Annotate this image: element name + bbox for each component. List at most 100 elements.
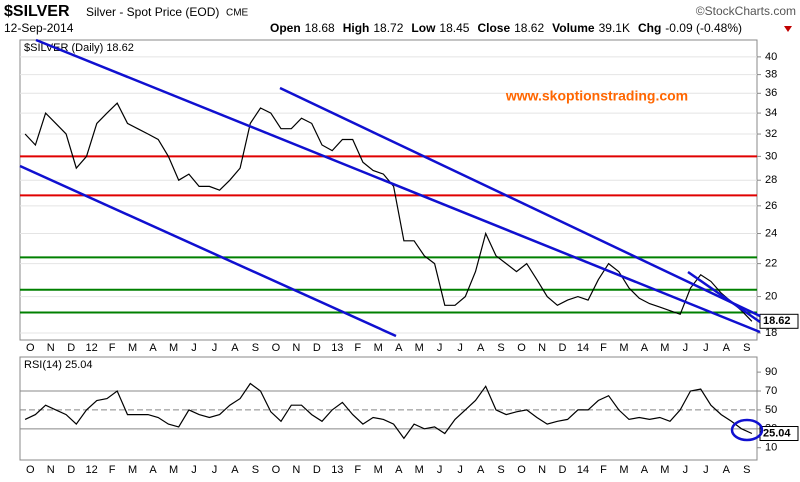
x-tick-label: F <box>109 464 116 476</box>
x-tick-label: M <box>128 342 137 354</box>
x-tick-label: J <box>457 464 463 476</box>
trend-line <box>279 86 761 318</box>
y-tick-label: 38 <box>765 69 777 81</box>
x-tick-label: M <box>169 342 178 354</box>
y-tick-label: 30 <box>765 150 777 162</box>
quote-line: Open 18.68 High 18.72 Low 18.45 Close 18.62 Volu… <box>270 21 742 35</box>
x-tick-label: N <box>292 342 300 354</box>
x-tick-label: O <box>26 342 35 354</box>
x-tick-label: J <box>212 464 218 476</box>
x-tick-label: A <box>723 342 731 354</box>
x-tick-label: F <box>354 342 361 354</box>
x-tick-label: A <box>149 464 157 476</box>
quote-label: Low <box>411 21 436 35</box>
x-tick-label: J <box>437 342 443 354</box>
y-tick-label: 10 <box>765 442 777 454</box>
x-tick-label: M <box>660 342 669 354</box>
x-tick-label: F <box>600 464 607 476</box>
price-line <box>24 382 753 440</box>
x-tick-label: N <box>538 342 546 354</box>
quote-label: High <box>343 21 370 35</box>
date: 12-Sep-2014 <box>4 21 74 35</box>
x-tick-label: J <box>683 342 689 354</box>
symbol: $SILVER <box>4 3 70 20</box>
x-tick-label: N <box>47 342 55 354</box>
x-tick-label: A <box>231 464 239 476</box>
x-tick-label: D <box>559 464 567 476</box>
last-value-label: 25.04 <box>763 427 791 439</box>
x-tick-label: O <box>272 464 281 476</box>
panel-frame <box>19 356 758 461</box>
trend-lines <box>19 38 764 442</box>
x-tick-label: S <box>497 464 504 476</box>
panel-title-bg <box>21 41 161 54</box>
x-tick-label: F <box>354 464 361 476</box>
x-tick-label: J <box>191 464 197 476</box>
panel-frame <box>19 39 758 341</box>
x-tick-label: D <box>67 464 75 476</box>
quote-value: 18.62 <box>514 21 544 35</box>
x-tick-label: A <box>641 342 649 354</box>
quote-value: 18.45 <box>439 21 469 35</box>
x-tick-label: F <box>109 342 116 354</box>
down-arrow <box>784 26 792 32</box>
trend-line <box>19 164 397 338</box>
y-tick-label: 20 <box>765 290 777 302</box>
x-tick-label: J <box>212 342 218 354</box>
x-tick-label: A <box>477 342 485 354</box>
y-tick-label: 40 <box>765 51 777 63</box>
x-tick-label: O <box>272 342 281 354</box>
x-tick-label: M <box>374 342 383 354</box>
y-tick-label: 70 <box>765 385 777 397</box>
x-tick-label: M <box>169 464 178 476</box>
annotation: www.skoptionstrading.com <box>505 88 688 104</box>
x-tick-label: M <box>415 342 424 354</box>
x-tick-label: D <box>559 342 567 354</box>
last-value-label: 18.62 <box>763 315 791 327</box>
y-tick-label: 50 <box>765 404 777 416</box>
x-tick-label: M <box>374 464 383 476</box>
x-tick-label: J <box>437 464 443 476</box>
x-tick-label: 14 <box>577 464 589 476</box>
x-tick-label: J <box>703 464 709 476</box>
y-tick-label: 90 <box>765 366 777 378</box>
quote-label: Close <box>477 21 510 35</box>
quote-label: Chg <box>638 21 661 35</box>
x-tick-label: M <box>619 342 628 354</box>
x-tick-label: M <box>660 464 669 476</box>
quote-value: 39.1K <box>599 21 630 35</box>
x-tick-label: J <box>683 464 689 476</box>
y-tick-label: 36 <box>765 87 777 99</box>
price-line <box>24 102 753 322</box>
y-tick-label: 32 <box>765 128 777 140</box>
x-tick-label: A <box>395 464 403 476</box>
y-tick-label: 24 <box>765 227 777 239</box>
y-tick-label: 22 <box>765 258 777 270</box>
quote-value: 18.68 <box>305 21 335 35</box>
y-tick-label: 28 <box>765 174 777 186</box>
instrument-name: Silver - Spot Price (EOD) <box>86 5 219 19</box>
exchange: CME <box>226 8 249 19</box>
x-tick-label: A <box>477 464 485 476</box>
x-tick-label: S <box>252 342 259 354</box>
trend-line <box>687 270 761 324</box>
x-tick-label: 14 <box>577 342 589 354</box>
x-tick-label: 12 <box>86 464 98 476</box>
quote-label: Open <box>270 21 301 35</box>
x-tick-label: 13 <box>331 464 343 476</box>
x-tick-label: 12 <box>86 342 98 354</box>
quote-value: -0.09 (-0.48%) <box>665 21 742 35</box>
x-tick-label: A <box>723 464 731 476</box>
x-tick-label: N <box>47 464 55 476</box>
trend-line <box>35 38 761 334</box>
x-tick-label: N <box>538 464 546 476</box>
panel-title: $SILVER (Daily) 18.62 <box>24 42 134 54</box>
y-tick-label: 26 <box>765 200 777 212</box>
x-tick-label: M <box>619 464 628 476</box>
x-tick-label: O <box>26 464 35 476</box>
x-tick-label: S <box>497 342 504 354</box>
x-tick-label: J <box>191 342 197 354</box>
x-tick-label: A <box>395 342 403 354</box>
y-tick-label: 18 <box>765 327 777 339</box>
